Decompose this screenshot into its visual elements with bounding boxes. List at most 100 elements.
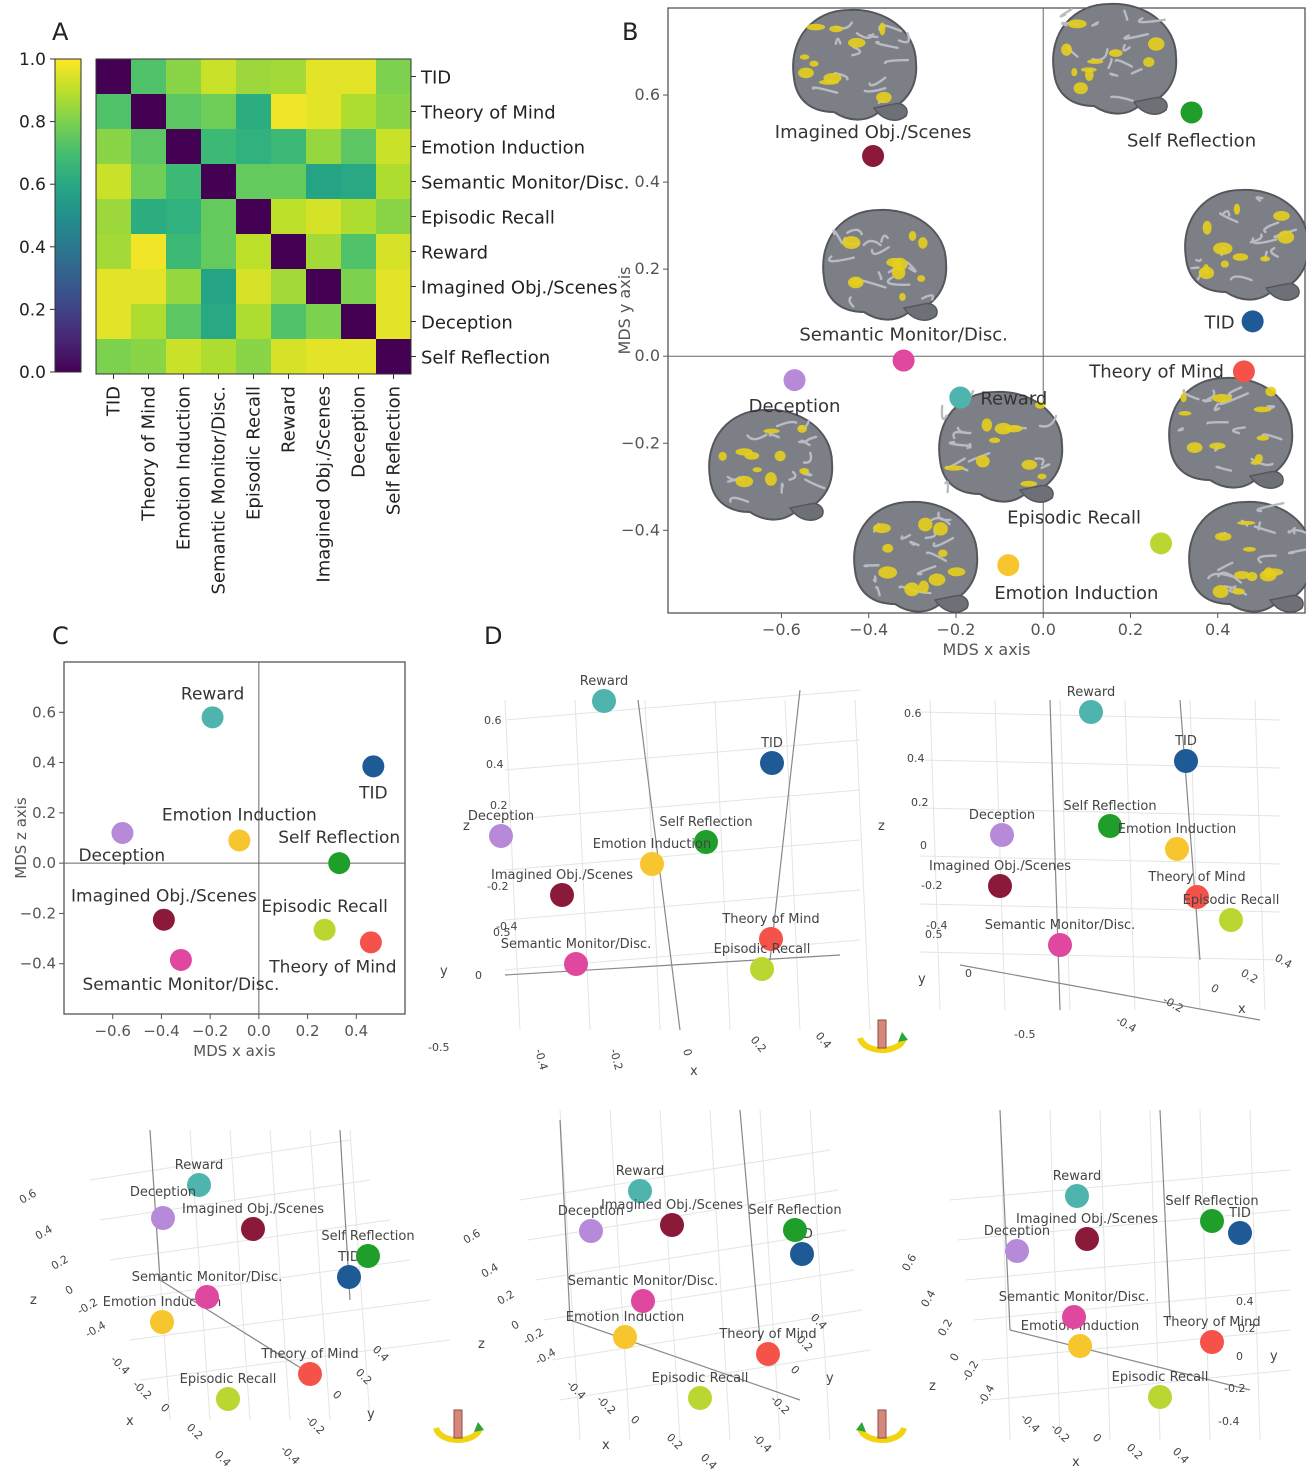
point-label-semantic-monitor-disc: Semantic Monitor/Disc. [501,937,652,952]
axis-name-z: z [878,819,885,834]
grid-line [504,889,861,921]
point-label-imagined-obj-scenes: Imagined Obj./Scenes [775,122,972,143]
grid-line [989,1369,1291,1401]
grid-line [769,689,801,961]
brain-gyrus [1206,389,1216,401]
point-label-episodic-recall: Episodic Recall [1007,507,1141,528]
axis-name-x: x [602,1438,610,1453]
heatmap-cell [341,199,377,235]
brain-activation-blob [735,448,753,456]
grid-line [919,759,1281,769]
point-imagined-obj-scenes [1075,1227,1099,1251]
point-label-deception: Deception [749,396,841,417]
point-episodic-recall [688,1386,712,1410]
x-axis-label: MDS x axis [193,1042,276,1060]
x-tick-label: −0.6 [94,1022,130,1040]
grid-line [784,699,801,1031]
point-label-reward: Reward [181,684,244,704]
brain-render-icon [1052,2,1178,115]
point-emotion-induction [228,829,251,852]
axis-tick-label: -0.2 [75,1296,100,1318]
brain-cerebellum [1248,470,1284,489]
axis-name-x: x [1238,1002,1246,1017]
y-axis-label: MDS y axis [615,267,634,355]
point-tid [362,755,385,778]
grid-line [149,1129,161,1281]
brain-gyrus [1122,44,1131,52]
x-tick-label: 0.2 [296,1022,320,1040]
point-label-imagined-obj-scenes: Imagined Obj./Scenes [929,859,1071,874]
colorbar-tick-label: 1.0 [19,50,46,70]
heatmap-cell [131,234,167,270]
grid-line [504,689,861,721]
panel-label-d: D [484,622,503,650]
heatmap-cell [236,269,272,305]
grid-line [709,1109,731,1441]
axis-tick-label: 0.6 [899,1252,919,1274]
heatmap-cell [236,59,272,95]
brain-activation-blob [823,73,842,83]
brain-activation-blob [1277,230,1295,244]
heatmap-cell [236,164,272,200]
point-label-episodic-recall: Episodic Recall [180,1372,277,1387]
brain-activation-blob [1214,532,1232,541]
brain-gyrus [868,76,887,87]
point-theory-of-mind [1200,1330,1224,1354]
point-label-theory-of-mind: Theory of Mind [1147,870,1245,885]
brain-activation-blob [1260,256,1271,262]
brain-gyrus [875,40,899,50]
x-tick-label: 0.2 [1118,620,1143,639]
rotation-icon [433,1409,484,1443]
brain-activation-blob [1143,57,1155,68]
heatmap-cell [271,129,307,165]
axis-tick-label: -0.4 [926,919,947,932]
brain-gyrus [1266,404,1276,410]
heatmap-cell [131,59,167,95]
point-deception [1005,1239,1029,1263]
brain-activation-blob [886,257,903,267]
brain-activation-blob [988,437,1001,444]
grid-line [309,1129,331,1421]
point-label-self-reflection: Self Reflection [1165,1194,1258,1209]
brain-activation-blob [809,60,819,67]
grid-line [129,1299,431,1341]
brain-gyrus [1270,246,1279,258]
point-self-reflection [694,830,718,854]
brain-activation-blob [891,265,906,280]
point-tid [790,1242,814,1266]
grid-line [574,699,591,1031]
brain-activation-blob [1232,253,1249,261]
point-label-semantic-monitor-disc: Semantic Monitor/Disc. [82,975,279,995]
brain-activation-blob [842,236,861,250]
brain-gyrus [775,420,798,428]
panel-label-b: B [622,18,639,46]
heatmap-cell [271,59,307,95]
brain-activation-blob [735,475,754,488]
axis-name-x: x [690,1064,698,1079]
point-label-reward: Reward [580,674,628,689]
point-label-reward: Reward [980,389,1047,410]
point-semantic-monitor-disc [1048,933,1072,957]
heatmap-cell [131,304,167,340]
col-label-semantic-monitor-disc: Semantic Monitor/Disc. [209,386,230,595]
point-semantic-monitor-disc [631,1289,655,1313]
point-label-emotion-induction: Emotion Induction [1118,822,1236,837]
brain-activation-blob [1213,242,1233,255]
brain-gyrus [900,533,912,540]
col-label-self-reflection: Self Reflection [384,386,405,515]
brain-activation-blob [829,25,843,33]
y-tick-label: 0.2 [635,259,660,278]
point-episodic-recall [1148,1385,1172,1409]
grid-line [965,1249,1291,1281]
axis-tick-label: 0 [680,1047,694,1057]
axis-tick-label: 0.2 [664,1431,686,1453]
brain-gyrus [1123,32,1149,40]
col-label-imagined-obj-scenes: Imagined Obj./Scenes [314,386,335,583]
point-deception [783,369,806,392]
point-label-reward: Reward [1067,685,1115,700]
brain-gyrus [862,239,882,247]
row-label-theory-of-mind: Theory of Mind [420,103,556,124]
heatmap-cell [376,269,412,305]
heatmap-cell [131,94,167,130]
grid-line [1124,699,1136,1011]
